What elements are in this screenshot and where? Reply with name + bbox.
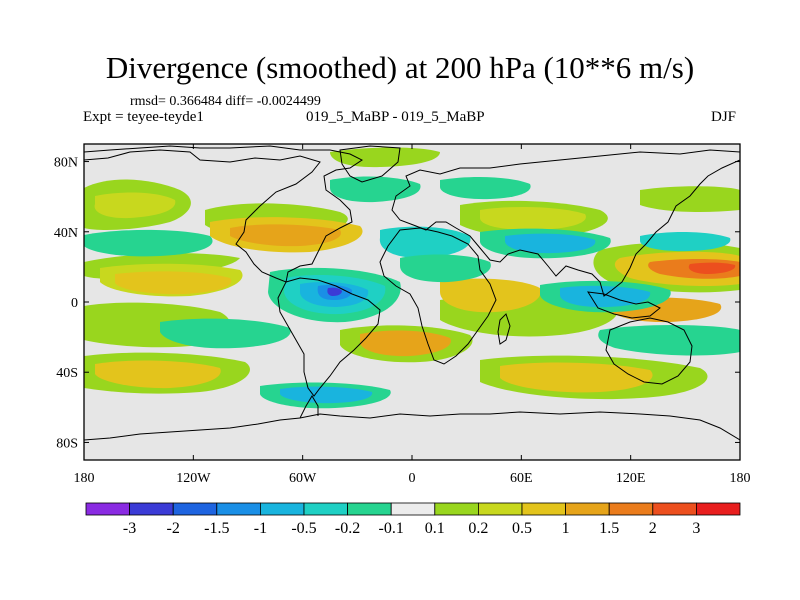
outline-greenland bbox=[339, 145, 401, 183]
colorbar-label: 0.5 bbox=[512, 520, 532, 537]
cell-cyan-africa bbox=[400, 254, 491, 283]
cell-red-west-pacific bbox=[688, 262, 736, 274]
cell-cyan-north-atlantic bbox=[330, 176, 421, 203]
colorbar-label: -1 bbox=[254, 520, 267, 537]
cell-orange-south-atlantic bbox=[360, 330, 451, 357]
y-tick-label: 80S bbox=[56, 436, 78, 451]
colorbar-label: 0.2 bbox=[468, 520, 488, 537]
x-axis: 180 120W 60W 0 60E 120E 180 bbox=[74, 144, 751, 486]
outline-north-america bbox=[84, 145, 363, 283]
continent-outlines bbox=[84, 145, 740, 460]
colorbar-swatch bbox=[347, 502, 392, 516]
outline-antarctica bbox=[84, 411, 740, 460]
colorbar-label: 3 bbox=[692, 520, 700, 537]
divergence-map bbox=[84, 144, 740, 460]
band-green-north-asia bbox=[640, 186, 740, 213]
band-green-arctic bbox=[330, 147, 440, 168]
cell-blue-antarctic bbox=[280, 386, 373, 404]
colorbar: -3 -2 -1.5 -1 -0.5 -0.2 -0.1 0.1 0.2 0.5 1 1.5 2 3 bbox=[85, 502, 741, 537]
cell-cyan-north-pacific bbox=[84, 229, 213, 257]
colorbar-swatch bbox=[303, 502, 348, 516]
cell-blue-indian bbox=[505, 233, 596, 254]
colorbar-label: 1.5 bbox=[599, 520, 619, 537]
contour-fill-layer bbox=[84, 147, 740, 409]
cell-cyan-south-pacific bbox=[160, 318, 291, 349]
x-tick-label: 120E bbox=[616, 471, 646, 486]
colorbar-swatch bbox=[652, 502, 697, 516]
colorbar-label: -0.1 bbox=[379, 520, 404, 537]
outline-australia bbox=[605, 317, 693, 385]
x-tick-label: 0 bbox=[409, 471, 416, 486]
season-label: DJF bbox=[711, 109, 737, 125]
outline-madagascar bbox=[497, 313, 511, 345]
cell-yellow-north-pacific bbox=[94, 192, 176, 219]
cell-orange-north-america bbox=[230, 224, 341, 247]
colorbar-swatch bbox=[521, 502, 566, 516]
colorbar-label: -0.2 bbox=[335, 520, 360, 537]
colorbar-swatch bbox=[172, 502, 218, 516]
colorbar-swatch bbox=[85, 502, 130, 516]
x-tick-label: 180 bbox=[74, 471, 95, 486]
y-tick-label: 40S bbox=[56, 366, 78, 381]
cell-yellow-south-pacific bbox=[95, 360, 221, 389]
colorbar-label: -3 bbox=[123, 520, 136, 537]
cell-cyan-south-ocean-east bbox=[598, 325, 740, 356]
colorbar-label: 1 bbox=[562, 520, 570, 537]
colorbar-swatch bbox=[216, 502, 261, 516]
colorbar-label: -0.5 bbox=[291, 520, 316, 537]
x-tick-label: 60E bbox=[510, 471, 533, 486]
colorbar-label: 0.1 bbox=[425, 520, 445, 537]
colorbar-swatch bbox=[259, 502, 305, 516]
y-tick-label: 80N bbox=[54, 156, 78, 171]
outline-antarctic-peninsula bbox=[299, 395, 319, 419]
cell-yellow-south-indian bbox=[500, 362, 653, 393]
colorbar-label: -1.5 bbox=[204, 520, 229, 537]
x-tick-label: 60W bbox=[289, 471, 317, 486]
colorbar-label: -2 bbox=[167, 520, 180, 537]
experiment-label: Expt = teyee-teyde1 bbox=[83, 109, 204, 125]
cell-yellow-africa-equator bbox=[440, 278, 541, 313]
colorbar-swatch bbox=[390, 502, 436, 516]
colorbar-swatch bbox=[477, 502, 523, 516]
colorbar-swatch bbox=[696, 502, 741, 516]
colorbar-label: 2 bbox=[649, 520, 657, 537]
outline-south-america bbox=[277, 277, 381, 397]
colorbar-swatch bbox=[608, 502, 654, 516]
case-pair-label: 019_5_MaBP - 019_5_MaBP bbox=[306, 109, 485, 125]
cell-orange-pacific-tropic bbox=[115, 271, 232, 295]
y-tick-label: 40N bbox=[54, 226, 78, 241]
outline-eurasia bbox=[391, 149, 740, 297]
x-tick-label: 180 bbox=[730, 471, 751, 486]
x-tick-label: 120W bbox=[176, 471, 211, 486]
y-axis: 80N 40N 0 40S 80S bbox=[54, 156, 740, 451]
rmsd-diff-stats: rmsd= 0.366484 diff= -0.0024499 bbox=[130, 94, 321, 109]
plot-title: Divergence (smoothed) at 200 hPa (10**6 … bbox=[105, 50, 695, 85]
colorbar-swatch bbox=[434, 502, 479, 516]
cell-yellow-africa-north bbox=[480, 206, 586, 231]
outline-africa bbox=[379, 227, 497, 365]
colorbar-swatch bbox=[129, 502, 174, 516]
cell-cyan-pacific-west bbox=[640, 232, 731, 252]
cell-cyan-europe bbox=[440, 176, 531, 200]
outline-maritime bbox=[587, 291, 661, 319]
y-tick-label: 0 bbox=[71, 296, 78, 311]
colorbar-swatch bbox=[565, 502, 610, 516]
cell-deepblue-south-america bbox=[327, 287, 342, 296]
